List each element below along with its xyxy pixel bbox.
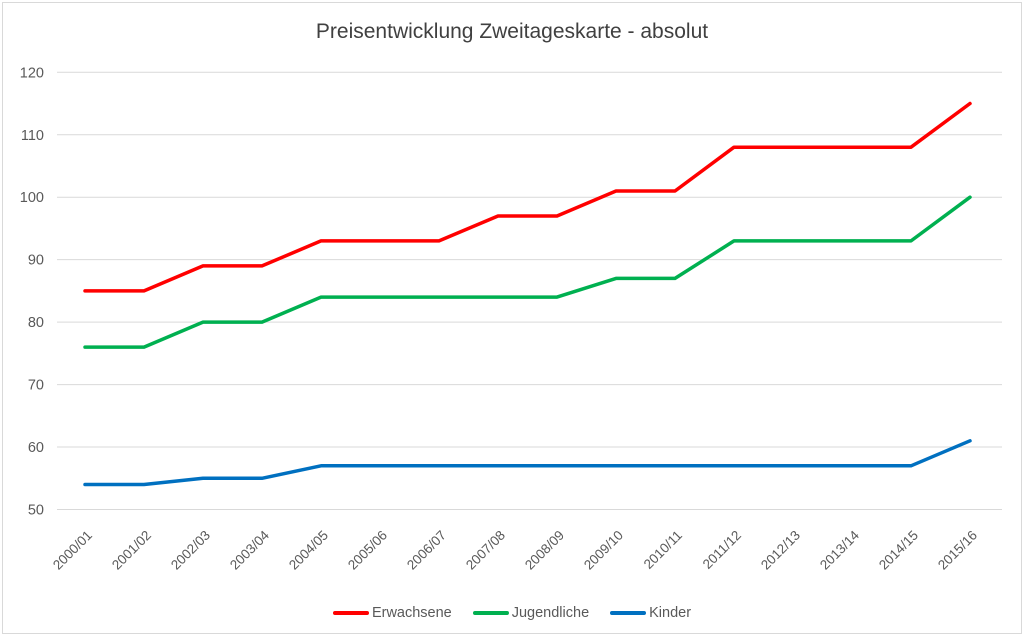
x-tick-label: 2000/01 [50,528,95,573]
x-tick-label: 2010/11 [641,528,685,572]
x-tick-label: 2012/13 [758,528,803,573]
x-tick-label: 2005/06 [345,528,390,573]
x-tick-label: 2009/10 [581,528,626,573]
x-tick-label: 2013/14 [817,527,862,572]
y-tick-label: 80 [28,315,44,331]
legend-label: Erwachsene [371,605,452,621]
legend-label: Jugendliche [511,605,590,621]
legend-item-jugendliche: Jugendliche [472,605,590,621]
x-tick-label: 2006/07 [404,528,449,573]
y-tick-label: 100 [20,190,44,206]
x-tick-label: 2002/03 [168,528,213,573]
y-tick-label: 70 [28,378,44,394]
legend-item-erwachsene: Erwachsene [332,605,452,621]
series-line-jugendliche [83,195,972,349]
legend-swatch-jugendliche [472,611,509,615]
x-tick-label: 2003/04 [227,527,272,572]
series-line-erwachsene [83,101,972,293]
y-tick-label: 60 [28,440,44,456]
chart-title: Preisentwicklung Zweitageskarte - absolu… [315,20,709,43]
legend-label: Kinder [649,605,692,621]
y-tick-label: 90 [28,253,44,269]
x-tick-label: 2001/02 [109,528,154,573]
legend-swatch-kinder [610,611,647,615]
x-tick-label: 2015/16 [935,528,980,573]
x-tick-label: 2007/08 [463,528,508,573]
legend-swatch-erwachsene [332,611,369,615]
y-tick-label: 110 [21,128,44,144]
legend: Erwachsene Jugendliche Kinder [0,605,1024,621]
series-line-kinder [83,439,972,487]
x-tick-label: 2008/09 [522,528,567,573]
x-tick-label: 2014/15 [876,528,921,573]
legend-item-kinder: Kinder [610,605,691,621]
x-tick-label: 2011/12 [700,528,744,572]
x-tick-label: 2004/05 [286,528,331,573]
y-tick-label: 120 [20,65,44,81]
y-tick-label: 50 [28,503,44,519]
